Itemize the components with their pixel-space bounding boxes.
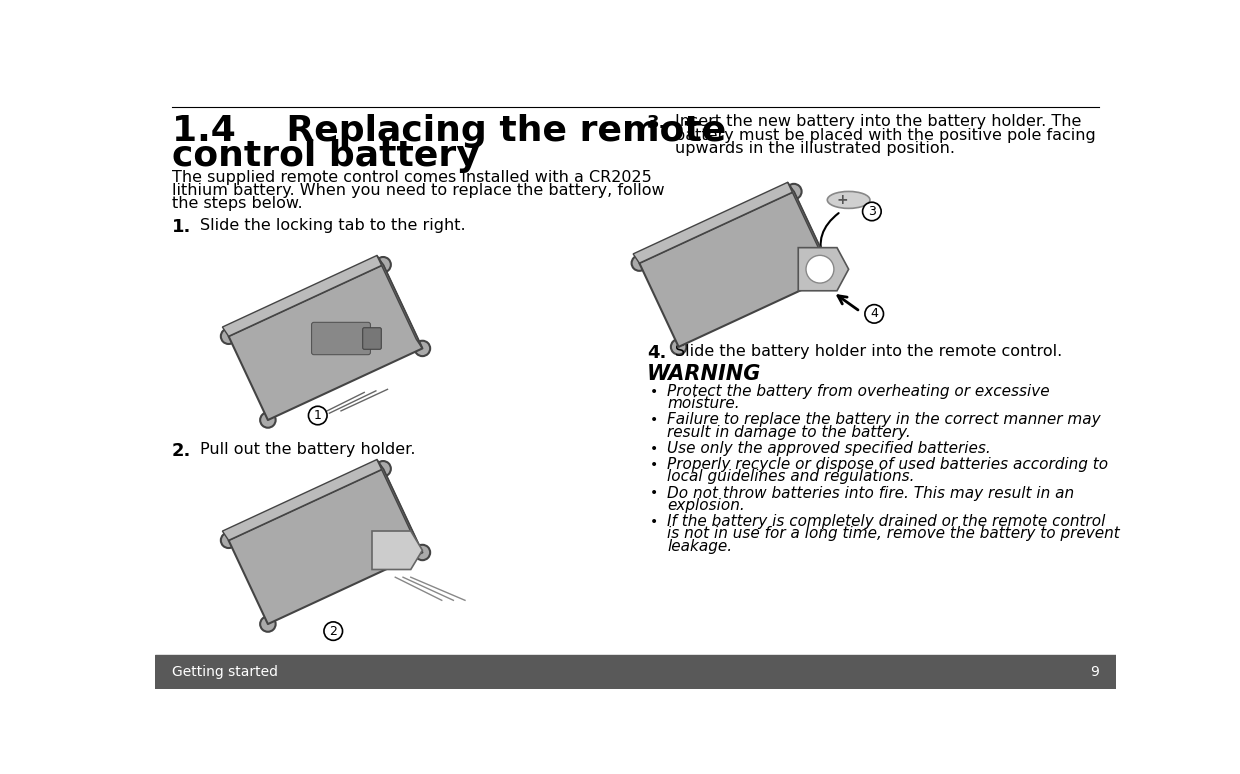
Circle shape (414, 545, 430, 560)
Text: 4: 4 (870, 307, 878, 320)
Circle shape (863, 202, 882, 221)
Text: WARNING: WARNING (647, 364, 761, 384)
Text: •: • (650, 442, 658, 456)
FancyBboxPatch shape (311, 322, 371, 354)
Polygon shape (222, 460, 383, 540)
Circle shape (414, 341, 430, 356)
Text: upwards in the illustrated position.: upwards in the illustrated position. (675, 141, 955, 156)
Text: lithium battery. When you need to replace the battery, follow: lithium battery. When you need to replac… (172, 183, 665, 198)
Text: moisture.: moisture. (667, 396, 740, 411)
Text: •: • (650, 458, 658, 472)
Polygon shape (372, 531, 423, 570)
Text: Use only the approved specified batteries.: Use only the approved specified batterie… (667, 441, 991, 456)
Text: battery must be placed with the positive pole facing: battery must be placed with the positive… (675, 128, 1096, 142)
Text: +: + (837, 193, 848, 207)
Text: Insert the new battery into the battery holder. The: Insert the new battery into the battery … (675, 115, 1081, 129)
Polygon shape (228, 265, 423, 420)
Circle shape (221, 533, 237, 548)
Text: •: • (650, 385, 658, 399)
FancyBboxPatch shape (363, 327, 382, 349)
Text: The supplied remote control comes installed with a CR2025: The supplied remote control comes instal… (172, 170, 652, 185)
Text: 3: 3 (868, 205, 875, 218)
Polygon shape (640, 191, 833, 347)
Circle shape (806, 255, 835, 283)
Circle shape (631, 255, 647, 271)
Text: Pull out the battery holder.: Pull out the battery holder. (200, 443, 415, 457)
Text: •: • (650, 413, 658, 427)
Bar (155, 655, 1116, 689)
Ellipse shape (827, 191, 870, 208)
Text: Slide the battery holder into the remote control.: Slide the battery holder into the remote… (675, 344, 1063, 359)
Text: 2.: 2. (172, 443, 191, 461)
Polygon shape (634, 183, 794, 263)
Text: explosion.: explosion. (667, 498, 745, 513)
Text: 1: 1 (314, 409, 321, 422)
Text: leakage.: leakage. (667, 539, 733, 553)
Circle shape (260, 413, 275, 428)
Text: 9: 9 (1090, 665, 1099, 679)
Text: 1.: 1. (172, 218, 191, 236)
Text: Do not throw batteries into fire. This may result in an: Do not throw batteries into fire. This m… (667, 485, 1074, 501)
Polygon shape (799, 248, 848, 291)
Circle shape (376, 461, 391, 477)
Text: is not in use for a long time, remove the battery to prevent: is not in use for a long time, remove th… (667, 526, 1120, 541)
Text: local guidelines and regulations.: local guidelines and regulations. (667, 469, 915, 485)
Text: control battery: control battery (172, 139, 480, 173)
Text: the steps below.: the steps below. (172, 196, 303, 211)
Polygon shape (228, 469, 423, 624)
Text: If the battery is completely drained or the remote control: If the battery is completely drained or … (667, 514, 1106, 529)
Circle shape (324, 622, 342, 640)
Circle shape (260, 616, 275, 632)
Text: 1.4    Replacing the remote: 1.4 Replacing the remote (172, 115, 727, 149)
Circle shape (309, 406, 327, 425)
Text: 2: 2 (330, 625, 337, 638)
Circle shape (671, 339, 687, 354)
Text: Protect the battery from overheating or excessive: Protect the battery from overheating or … (667, 384, 1050, 399)
Text: Slide the locking tab to the right.: Slide the locking tab to the right. (200, 218, 465, 234)
Circle shape (376, 257, 391, 272)
Polygon shape (787, 183, 833, 276)
Polygon shape (222, 255, 383, 336)
Polygon shape (377, 460, 423, 553)
Polygon shape (377, 255, 423, 348)
Text: Properly recycle or dispose of used batteries according to: Properly recycle or dispose of used batt… (667, 457, 1109, 472)
Text: •: • (650, 515, 658, 529)
Text: Getting started: Getting started (172, 665, 278, 679)
Circle shape (866, 305, 883, 323)
Text: 4.: 4. (647, 344, 667, 362)
Text: result in damage to the battery.: result in damage to the battery. (667, 425, 911, 440)
Text: Failure to replace the battery in the correct manner may: Failure to replace the battery in the co… (667, 413, 1101, 427)
Circle shape (826, 268, 841, 283)
Circle shape (786, 184, 801, 199)
Text: 3.: 3. (647, 115, 667, 132)
Text: •: • (650, 486, 658, 500)
Circle shape (221, 329, 237, 344)
